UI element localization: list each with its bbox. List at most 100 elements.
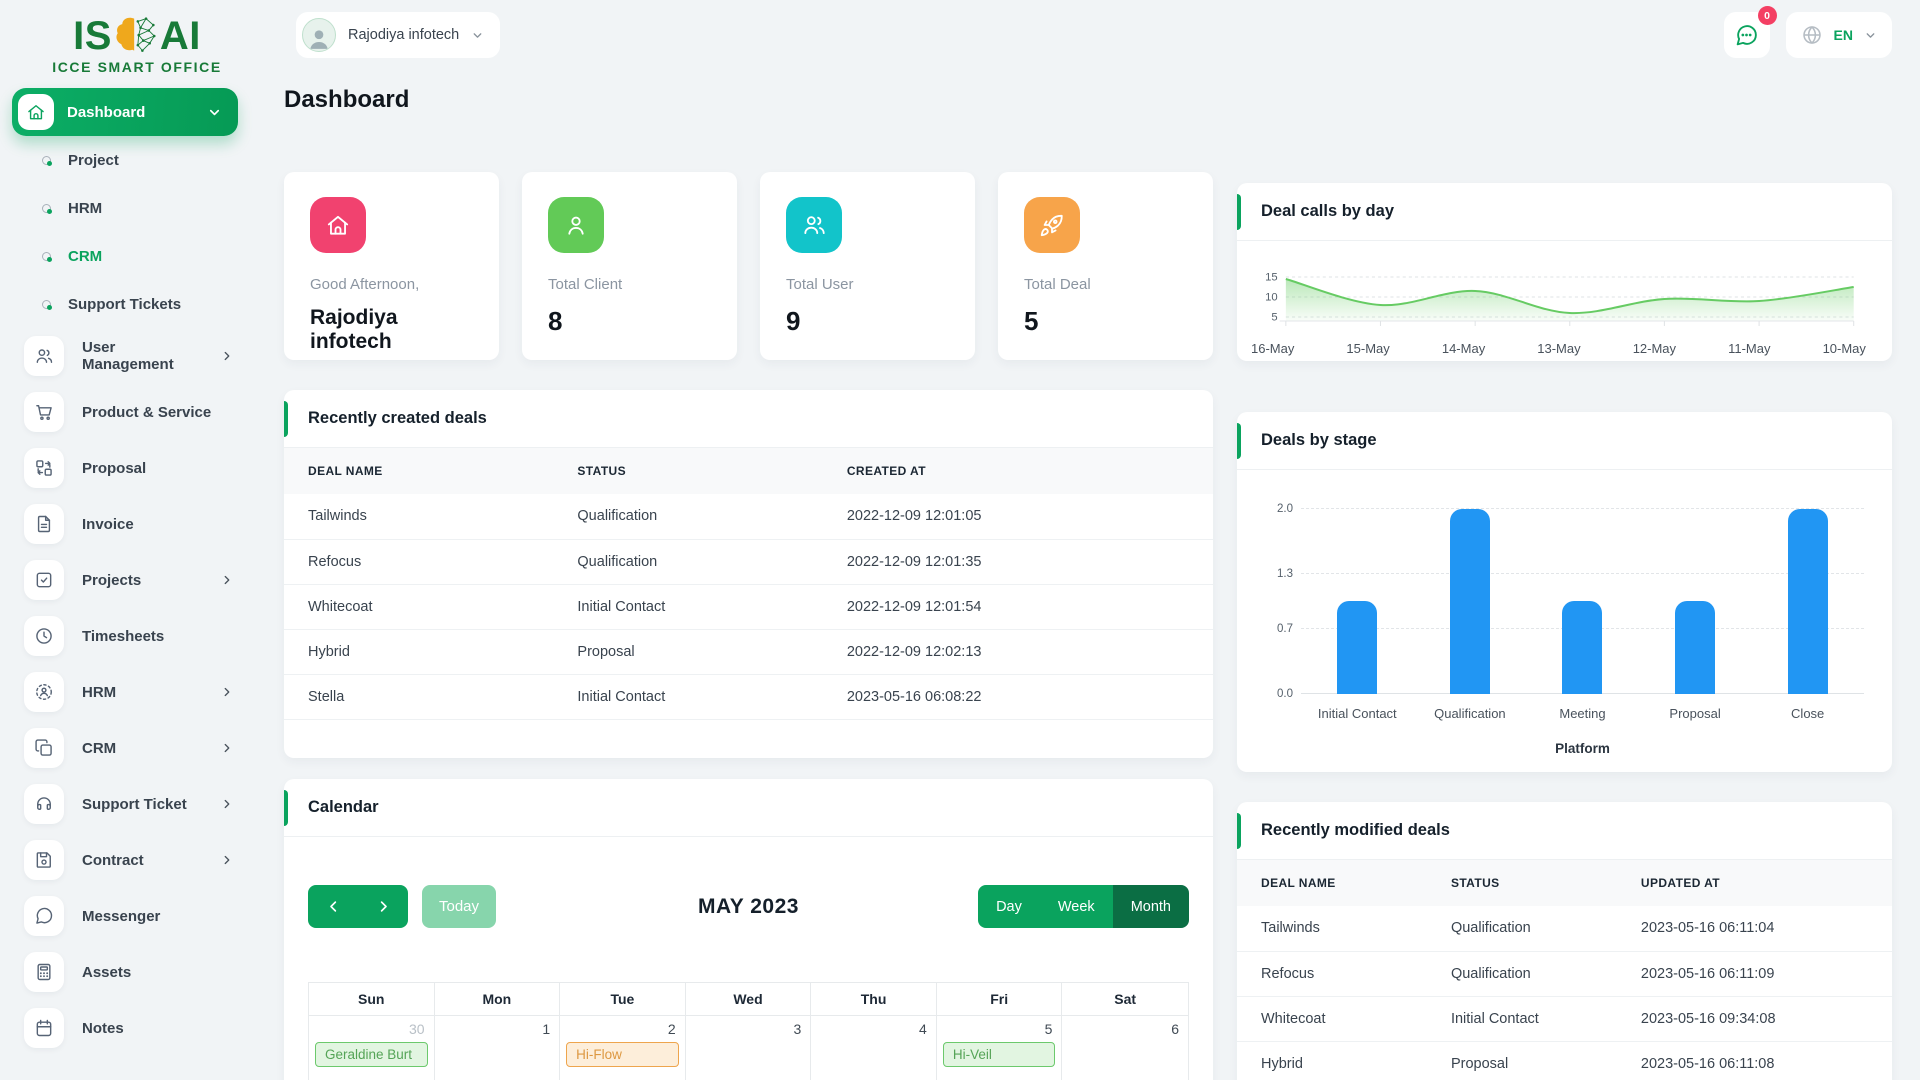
stat-card-total-client: Total Client 8 [522,172,737,360]
calendar-day-header: Wed [685,983,812,1016]
table-cell: Hybrid [284,629,554,675]
chevron-right-icon [220,573,234,587]
chevron-down-icon [471,29,484,42]
calendar-next-button[interactable] [358,885,408,928]
sidebar-item-crm[interactable]: CRM [12,720,260,776]
sidebar-item-hrm[interactable]: HRM [12,664,260,720]
table-row: Whitecoat Initial Contact 2022-12-09 12:01… [284,584,1213,630]
chevron-down-icon [1864,29,1877,42]
sidebar-item-projects[interactable]: Projects [12,552,260,608]
sidebar-item-product-service[interactable]: Product & Service [12,384,260,440]
x-tick-label: Close [1791,706,1825,721]
table-cell: 2023-05-16 06:11:08 [1616,1041,1892,1080]
calendar-grid: Sun Mon Tue Wed Thu Fri Sat 30 Geraldine Burt … [308,982,1189,1080]
panel-head: Recently created deals [284,390,1213,448]
y-tick-label: 0.7 [1277,623,1293,636]
workspace-name: Rajodiya infotech [348,27,460,43]
clock-icon [24,616,64,656]
calendar-day-header: Sun [309,983,435,1016]
calendar-view-day-button[interactable]: Day [978,885,1040,928]
avatar [302,18,336,52]
globe-icon [1801,24,1823,46]
table-cell: Initial Contact [553,674,823,720]
svg-text:5: 5 [1271,312,1277,324]
workspace-selector[interactable]: Rajodiya infotech [296,12,501,58]
language-selector[interactable]: EN [1785,12,1892,58]
sidebar-item-timesheets[interactable]: Timesheets [12,608,260,664]
calendar-view-switcher: Day Week Month [978,885,1189,928]
users-icon [786,197,842,253]
area-chart-svg: 5 10 15 [1265,272,1855,326]
sidebar-item-label: Support Ticket [82,795,187,813]
sidebar-subitem-support-tickets[interactable]: Support Tickets [12,280,260,328]
deals-by-stage-bar-chart: 0.0 0.7 1.3 2.0 [1277,503,1864,700]
sidebar-item-user-management[interactable]: User Management [12,328,260,384]
sidebar-item-dashboard[interactable]: Dashboard [12,88,238,136]
x-tick-label: Meeting [1559,706,1606,721]
sidebar-subitem-hrm[interactable]: HRM [12,184,260,232]
sidebar-item-label: Notes [82,1019,124,1037]
chevron-right-icon [220,853,234,867]
users-icon [24,336,64,376]
table-row: Hybrid Proposal 2022-12-09 12:02:13 [284,629,1213,675]
bar-slot [1414,504,1527,694]
calculator-icon [24,952,64,992]
svg-text:10: 10 [1265,292,1278,304]
calendar-event[interactable]: Hi-Flow [566,1042,679,1067]
calendar-prev-button[interactable] [308,885,358,928]
messages-button[interactable]: 0 [1723,6,1777,58]
gridline [1301,572,1864,574]
calendar-day-cell: 30 Geraldine Burt [309,1016,435,1080]
modified-deals-table: DEAL NAME STATUS UPDATED AT Tailwinds Quali… [1237,860,1892,1080]
created-deals-table: DEAL NAME STATUS CREATED AT Tailwinds Quali… [284,448,1213,720]
chevron-right-icon [220,349,234,363]
rocket-icon [1024,197,1080,253]
table-cell: 2023-05-16 06:08:22 [822,674,1213,720]
check-square-icon [24,560,64,600]
calendar-day-cell: 2 Hi-Flow [560,1016,686,1080]
sidebar-item-assets[interactable]: Assets [12,944,260,1000]
stat-value: 5 [1024,306,1039,336]
sidebar-item-support-ticket[interactable]: Support Ticket [12,776,260,832]
sidebar-item-label: HRM [82,683,117,701]
home-icon [18,94,54,130]
calendar-today-button[interactable]: Today [422,885,497,928]
sidebar-subitem-project[interactable]: Project [12,136,260,184]
calendar-event[interactable]: Geraldine Burt [315,1042,428,1067]
bar-slot [1526,504,1639,694]
calendar-view-month-button[interactable]: Month [1112,885,1189,928]
stat-card-total-deal: Total Deal 5 [998,172,1213,360]
sidebar-item-contract[interactable]: Contract [12,832,260,888]
copy-icon [24,728,64,768]
sidebar-nav: Dashboard Project HRM CRM Support Ticket… [12,88,260,1056]
table-cell: Proposal [553,629,823,675]
sidebar-item-messenger[interactable]: Messenger [12,888,260,944]
table-cell: Tailwinds [1237,906,1427,952]
sidebar-subitem-crm[interactable]: CRM [12,232,260,280]
sidebar-item-proposal[interactable]: Proposal [12,440,260,496]
sidebar-item-label: HRM [68,199,103,217]
bullet-icon [42,299,52,310]
calendar-day-header: Fri [936,983,1063,1016]
table-cell: Refocus [284,539,554,585]
home-icon [310,197,366,253]
calendar-view-week-button[interactable]: Week [1039,885,1113,928]
sidebar-item-notes[interactable]: Notes [12,1000,260,1056]
x-tick-label: 10-May [1822,341,1866,356]
table-cell: 2022-12-09 12:01:54 [822,584,1213,630]
sidebar-item-invoice[interactable]: Invoice [12,496,260,552]
calendar-day-number: 2 [667,1021,676,1037]
stat-label: Total Deal [1024,276,1091,293]
calendar-event[interactable]: Hi-Veil [942,1042,1056,1067]
document-icon [24,504,64,544]
bar [1337,601,1378,694]
stat-card-total-user: Total User 9 [760,172,975,360]
calendar-day-header: Tue [560,983,686,1016]
stat-value: 9 [786,306,801,336]
sidebar-item-label: Projects [82,571,142,589]
table-cell: 2023-05-16 09:34:08 [1616,996,1892,1042]
stat-card-good-afternoon: Good Afternoon, Rajodiya infotech [284,172,499,360]
chevron-right-icon [220,741,234,755]
floppy-icon [24,840,64,880]
bullet-icon [42,203,52,214]
